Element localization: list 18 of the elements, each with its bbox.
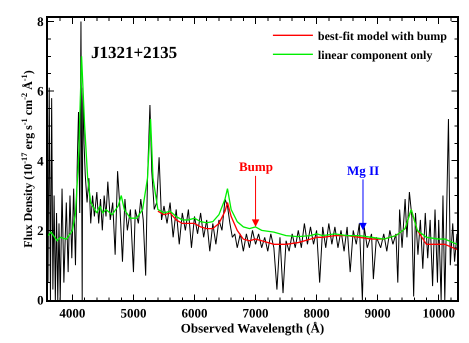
annotation: J1321+2135 bbox=[91, 43, 178, 62]
annotation: Mg II bbox=[347, 163, 380, 178]
y-tick-label: 2 bbox=[37, 222, 44, 238]
x-tick-label: 5000 bbox=[120, 305, 146, 320]
y-tick-label: 4 bbox=[37, 153, 44, 168]
annotation: Bump bbox=[239, 159, 273, 174]
y-tick-label: 0 bbox=[37, 292, 44, 308]
y-tick-label: 6 bbox=[37, 84, 44, 99]
x-tick-label: 7000 bbox=[242, 305, 269, 320]
legend-label: best-fit model with bump bbox=[318, 29, 448, 43]
legend-label: linear component only bbox=[318, 48, 432, 62]
x-tick-label: 8000 bbox=[304, 305, 330, 320]
x-tick-label: 4000 bbox=[59, 305, 86, 320]
x-axis-title: Observed Wavelength (Å) bbox=[180, 320, 324, 336]
x-tick-label: 10000 bbox=[422, 305, 455, 320]
y-tick-label: 8 bbox=[37, 14, 44, 30]
x-tick-label: 6000 bbox=[182, 305, 208, 320]
x-tick-label: 9000 bbox=[364, 305, 391, 320]
